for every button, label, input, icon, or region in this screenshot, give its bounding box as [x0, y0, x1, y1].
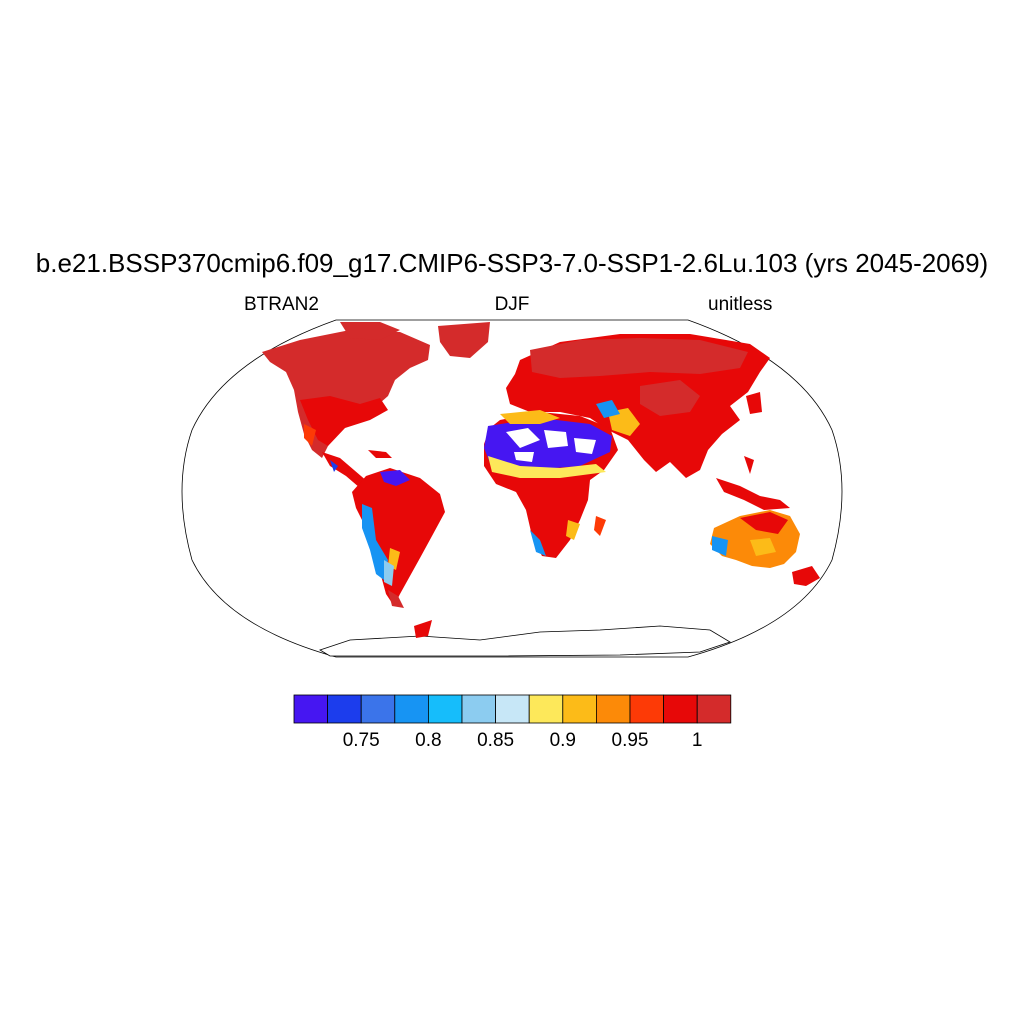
colorbar-swatch: [629, 694, 664, 724]
colorbar-swatch: [461, 694, 496, 724]
colorbar-swatch: [360, 694, 396, 724]
season-label: DJF: [494, 294, 530, 315]
units-label: unitless: [708, 294, 773, 315]
colorbar-tick-label: 0.8: [415, 730, 442, 751]
colorbar-tick-label: 0.85: [477, 730, 515, 751]
colorbar-swatch: [596, 694, 631, 724]
land-antarctica: [319, 625, 731, 657]
land-south-america: [352, 468, 445, 606]
colorbar-swatch: [293, 694, 328, 724]
land-central-america: [322, 452, 368, 488]
colorbar-swatch: [427, 694, 463, 724]
colorbar-tick-label: 0.95: [611, 730, 649, 751]
colorbar-tick-label: 0.9: [549, 730, 577, 751]
colorbar-swatch: [394, 694, 429, 724]
colorbar-swatch: [528, 694, 564, 724]
colorbar-swatch: [495, 694, 530, 724]
colorbar-tick-label: 1: [691, 730, 703, 751]
variable-label: BTRAN2: [244, 294, 319, 315]
colorbar-swatch: [663, 694, 698, 724]
colorbar-tick-label: 0.75: [342, 730, 380, 751]
map-frame: [181, 319, 843, 658]
plot-title: b.e21.BSSP370cmip6.f09_g17.CMIP6-SSP3-7.…: [35, 248, 989, 278]
colorbar-swatch: [696, 694, 732, 724]
colorbar-swatch: [327, 694, 362, 724]
colorbar-swatch: [562, 694, 597, 724]
